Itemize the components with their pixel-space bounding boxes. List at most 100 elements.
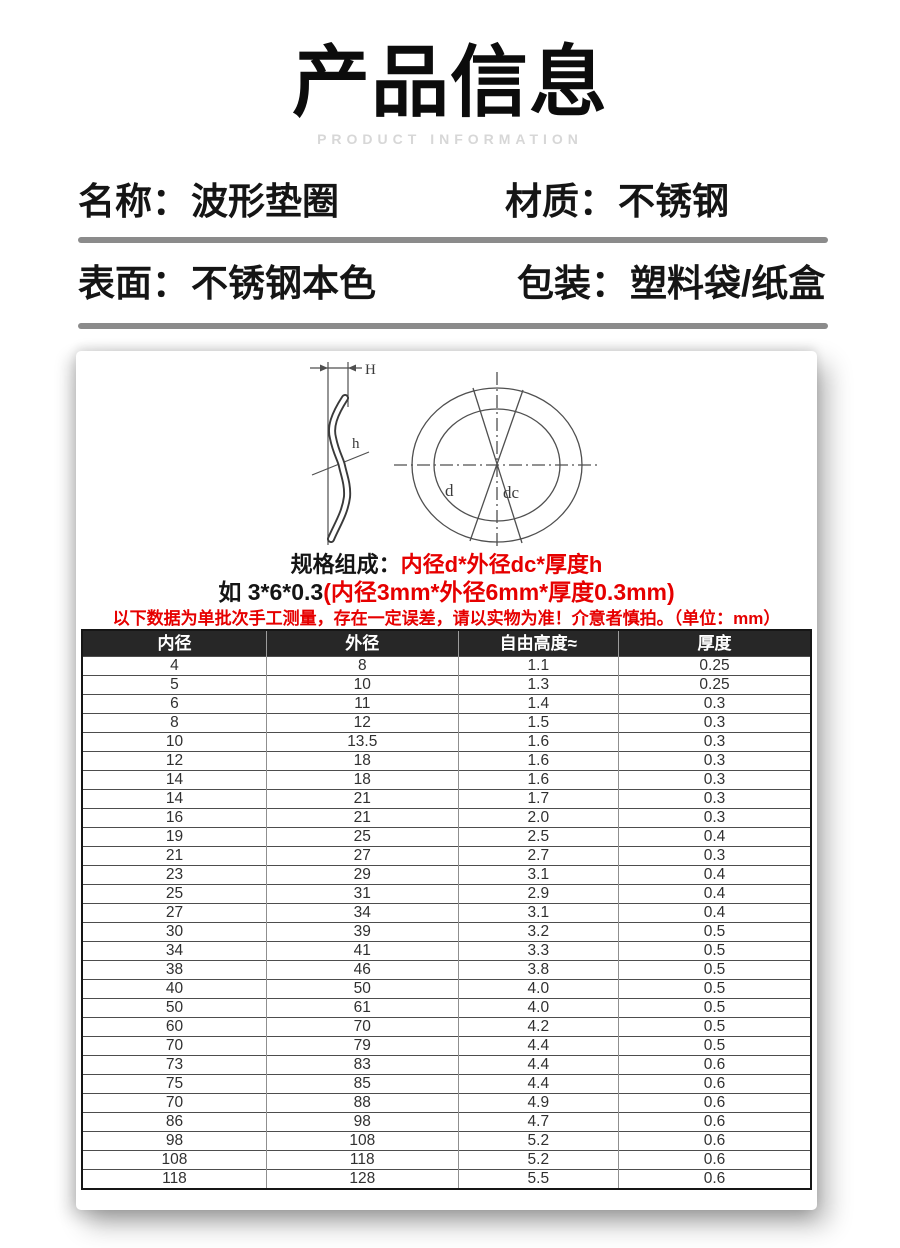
table-cell: 2.9 bbox=[457, 884, 619, 904]
table-cell: 5.5 bbox=[457, 1169, 619, 1189]
page-title: 产品信息 bbox=[291, 38, 608, 126]
field-surface: 表面：不锈钢本色 bbox=[78, 262, 376, 306]
table-cell: 21 bbox=[82, 846, 267, 866]
table-cell: 31 bbox=[265, 884, 459, 904]
table-cell: 118 bbox=[265, 1150, 459, 1170]
table-row: 86 98 4.7 0.6 bbox=[82, 1112, 811, 1132]
table-cell: 0.4 bbox=[618, 903, 811, 923]
table-cell: 1.1 bbox=[457, 656, 619, 676]
table-cell: 0.5 bbox=[618, 922, 811, 942]
table-row: 5 10 1.3 0.25 bbox=[82, 675, 811, 695]
table-row: 108 118 5.2 0.6 bbox=[82, 1150, 811, 1170]
table-cell: 50 bbox=[265, 979, 459, 999]
table-cell: 30 bbox=[82, 922, 267, 942]
table-cell: 0.5 bbox=[618, 1036, 811, 1056]
table-cell: 10 bbox=[265, 675, 459, 695]
info-row-2: 表面：不锈钢本色 包装：塑料袋/纸盒 bbox=[0, 262, 900, 306]
table-cell: 3.3 bbox=[457, 941, 619, 961]
field-name-value: 波形垫圈 bbox=[191, 181, 339, 222]
spec-disclaimer-note: 以下数据为单批次手工测量，存在一定误差，请以实物为准！介意者慎拍。（单位：mm） bbox=[112, 609, 781, 628]
table-cell: 3.1 bbox=[457, 865, 619, 885]
table-cell: 1.5 bbox=[457, 713, 619, 733]
spec-example-expansion: (内径3mm*外径6mm*厚度0.3mm) bbox=[323, 579, 675, 605]
table-cell: 0.5 bbox=[618, 979, 811, 999]
table-cell: 0.3 bbox=[618, 770, 811, 790]
field-surface-label: 表面： bbox=[78, 263, 189, 304]
spec-text-block: 规格组成：内径d*外径dc*厚度h 如 3*6*0.3(内径3mm*外径6mm*… bbox=[76, 551, 817, 630]
table-cell: 98 bbox=[265, 1112, 459, 1132]
table-cell: 128 bbox=[265, 1169, 459, 1189]
table-cell: 25 bbox=[82, 884, 267, 904]
table-cell: 21 bbox=[265, 789, 459, 809]
table-cell: 0.5 bbox=[618, 998, 811, 1018]
table-cell: 4.7 bbox=[457, 1112, 619, 1132]
table-cell: 5 bbox=[82, 675, 267, 695]
table-cell: 1.6 bbox=[457, 751, 619, 771]
spec-example-code: 如 3*6*0.3 bbox=[218, 579, 324, 605]
table-cell: 2.0 bbox=[457, 808, 619, 828]
field-material-value: 不锈钢 bbox=[618, 181, 729, 222]
table-row: 30 39 3.2 0.5 bbox=[82, 922, 811, 942]
table-cell: 108 bbox=[265, 1131, 459, 1151]
field-packaging-label: 包装： bbox=[517, 263, 628, 304]
table-column-header: 外径 bbox=[265, 630, 459, 657]
table-cell: 0.25 bbox=[618, 675, 811, 695]
table-cell: 0.3 bbox=[618, 789, 811, 809]
table-row: 70 88 4.9 0.6 bbox=[82, 1093, 811, 1113]
table-cell: 108 bbox=[82, 1150, 267, 1170]
table-cell: 60 bbox=[82, 1017, 267, 1037]
table-cell: 1.4 bbox=[457, 694, 619, 714]
field-surface-value: 不锈钢本色 bbox=[191, 263, 376, 304]
table-cell: 8 bbox=[265, 656, 459, 676]
washer-diagram: H h d dc bbox=[76, 362, 817, 551]
table-cell: 0.3 bbox=[618, 846, 811, 866]
washer-side-view bbox=[310, 362, 369, 545]
table-cell: 0.4 bbox=[618, 865, 811, 885]
field-packaging-value: 塑料袋/纸盒 bbox=[630, 263, 826, 304]
table-row: 14 21 1.7 0.3 bbox=[82, 789, 811, 809]
table-cell: 79 bbox=[265, 1036, 459, 1056]
field-name: 名称：波形垫圈 bbox=[78, 180, 339, 224]
table-cell: 3.8 bbox=[457, 960, 619, 980]
wave-strip-core bbox=[331, 398, 347, 539]
table-cell: 86 bbox=[82, 1112, 267, 1132]
table-cell: 27 bbox=[265, 846, 459, 866]
table-cell: 0.3 bbox=[618, 713, 811, 733]
table-row: 60 70 4.2 0.5 bbox=[82, 1017, 811, 1037]
table-cell: 4.2 bbox=[457, 1017, 619, 1037]
table-cell: 0.6 bbox=[618, 1169, 811, 1189]
table-cell: 11 bbox=[265, 694, 459, 714]
divider-line-2 bbox=[78, 323, 828, 329]
table-cell: 1.3 bbox=[457, 675, 619, 695]
table-cell: 4.4 bbox=[457, 1055, 619, 1075]
table-cell: 40 bbox=[82, 979, 267, 999]
table-cell: 0.25 bbox=[618, 656, 811, 676]
table-cell: 0.5 bbox=[618, 1017, 811, 1037]
table-cell: 5.2 bbox=[457, 1131, 619, 1151]
table-row: 27 34 3.1 0.4 bbox=[82, 903, 811, 923]
info-row-1: 名称：波形垫圈 材质：不锈钢 bbox=[0, 180, 900, 224]
field-material-label: 材质： bbox=[505, 181, 616, 222]
table-row: 34 41 3.3 0.5 bbox=[82, 941, 811, 961]
table-cell: 41 bbox=[265, 941, 459, 961]
table-cell: 98 bbox=[82, 1131, 267, 1151]
table-row: 40 50 4.0 0.5 bbox=[82, 979, 811, 999]
spec-composition-formula: 内径d*外径dc*厚度h bbox=[400, 552, 603, 577]
table-row: 4 8 1.1 0.25 bbox=[82, 656, 811, 676]
table-cell: 29 bbox=[265, 865, 459, 885]
table-cell: 18 bbox=[265, 751, 459, 771]
table-cell: 4.9 bbox=[457, 1093, 619, 1113]
table-cell: 0.6 bbox=[618, 1112, 811, 1132]
spec-composition-label: 规格组成： bbox=[290, 552, 401, 577]
table-cell: 73 bbox=[82, 1055, 267, 1075]
table-cell: 4.0 bbox=[457, 998, 619, 1018]
table-cell: 83 bbox=[265, 1055, 459, 1075]
table-cell: 14 bbox=[82, 770, 267, 790]
table-cell: 50 bbox=[82, 998, 267, 1018]
table-cell: 10 bbox=[82, 732, 267, 752]
table-column-header: 自由高度≈ bbox=[457, 630, 619, 657]
table-cell: 4 bbox=[82, 656, 267, 676]
spec-example-line: 如 3*6*0.3(内径3mm*外径6mm*厚度0.3mm) bbox=[76, 578, 817, 607]
table-column-header: 厚度 bbox=[618, 630, 811, 657]
label-outer-diameter: dc bbox=[503, 483, 520, 502]
